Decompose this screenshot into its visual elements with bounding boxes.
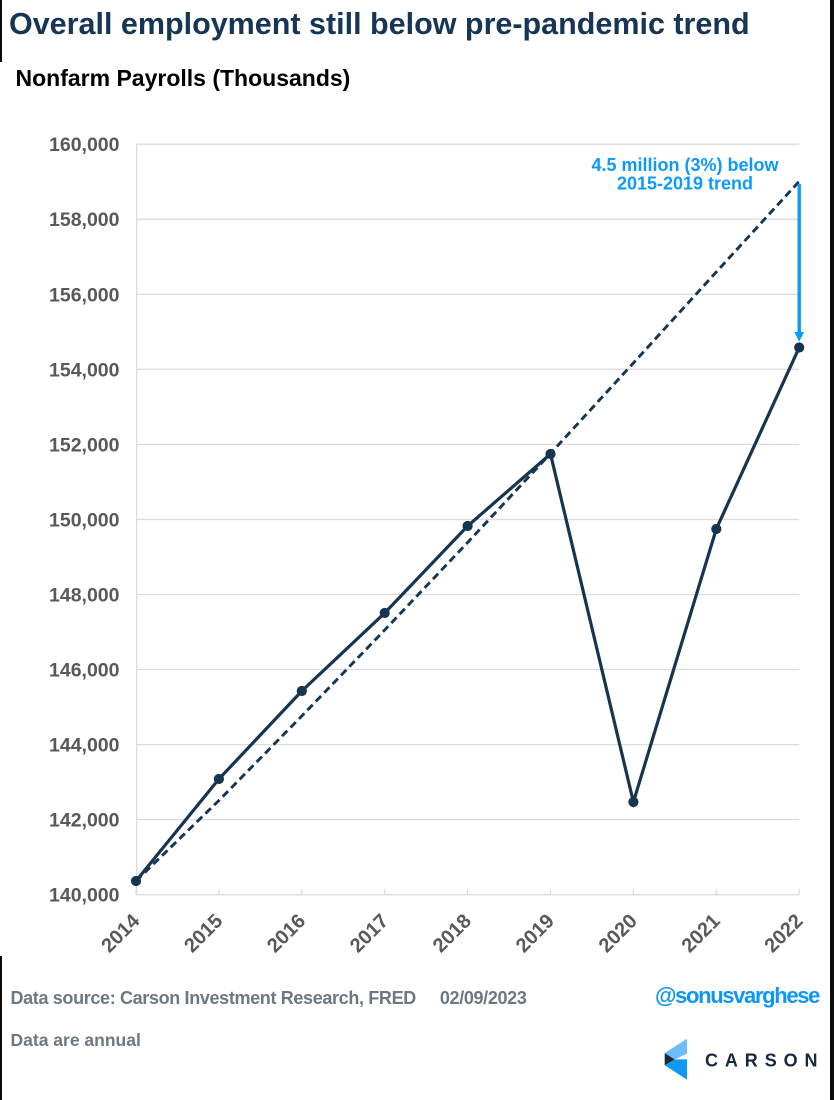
svg-text:2015-2019 trend: 2015-2019 trend [617, 174, 753, 194]
svg-text:2021: 2021 [678, 910, 725, 957]
svg-text:156,000: 156,000 [49, 284, 120, 306]
svg-text:2018: 2018 [429, 910, 476, 957]
svg-text:4.5 million (3%) below: 4.5 million (3%) below [591, 155, 779, 175]
svg-text:CARSON: CARSON [705, 1050, 824, 1070]
svg-text:160,000: 160,000 [49, 134, 120, 156]
svg-text:2022: 2022 [761, 910, 808, 957]
svg-text:2015: 2015 [180, 910, 227, 957]
svg-text:2017: 2017 [346, 910, 393, 957]
svg-text:152,000: 152,000 [49, 434, 120, 456]
svg-text:148,000: 148,000 [49, 585, 120, 607]
svg-text:154,000: 154,000 [49, 359, 120, 381]
svg-text:2016: 2016 [263, 910, 310, 957]
svg-text:142,000: 142,000 [49, 810, 120, 832]
svg-text:150,000: 150,000 [49, 510, 120, 532]
svg-text:140,000: 140,000 [49, 885, 120, 907]
svg-text:144,000: 144,000 [49, 735, 120, 757]
svg-text:158,000: 158,000 [49, 209, 120, 231]
svg-text:2019: 2019 [512, 910, 559, 957]
svg-text:146,000: 146,000 [49, 660, 120, 682]
svg-text:2020: 2020 [595, 910, 642, 957]
svg-text:2014: 2014 [97, 909, 145, 957]
